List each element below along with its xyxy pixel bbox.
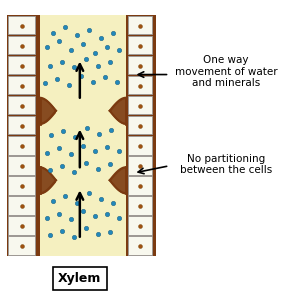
Bar <box>128 176 152 195</box>
Bar <box>8 236 35 255</box>
Bar <box>8 116 35 134</box>
Bar <box>8 136 35 155</box>
Bar <box>8 96 35 114</box>
Text: No partitioning
between the cells: No partitioning between the cells <box>180 154 272 175</box>
Bar <box>8 196 35 215</box>
Bar <box>8 216 35 235</box>
Text: One way
movement of water
and minerals: One way movement of water and minerals <box>175 55 278 88</box>
Bar <box>8 76 35 95</box>
Bar <box>128 156 152 175</box>
Bar <box>8 56 35 74</box>
Bar <box>128 116 152 134</box>
Bar <box>126 15 156 255</box>
Bar <box>128 36 152 54</box>
Bar <box>128 216 152 235</box>
Bar <box>7 15 40 255</box>
Bar <box>128 76 152 95</box>
Bar <box>128 56 152 74</box>
Bar <box>128 136 152 155</box>
Bar <box>8 156 35 175</box>
Bar <box>8 16 35 34</box>
Bar <box>128 96 152 114</box>
Bar <box>128 16 152 34</box>
Bar <box>40 15 126 255</box>
Bar <box>7 15 156 255</box>
Bar <box>128 236 152 255</box>
Bar <box>56 167 110 193</box>
Bar <box>128 196 152 215</box>
Bar <box>8 176 35 195</box>
Bar <box>8 36 35 54</box>
Bar <box>56 98 110 124</box>
Text: Xylem: Xylem <box>58 272 101 285</box>
